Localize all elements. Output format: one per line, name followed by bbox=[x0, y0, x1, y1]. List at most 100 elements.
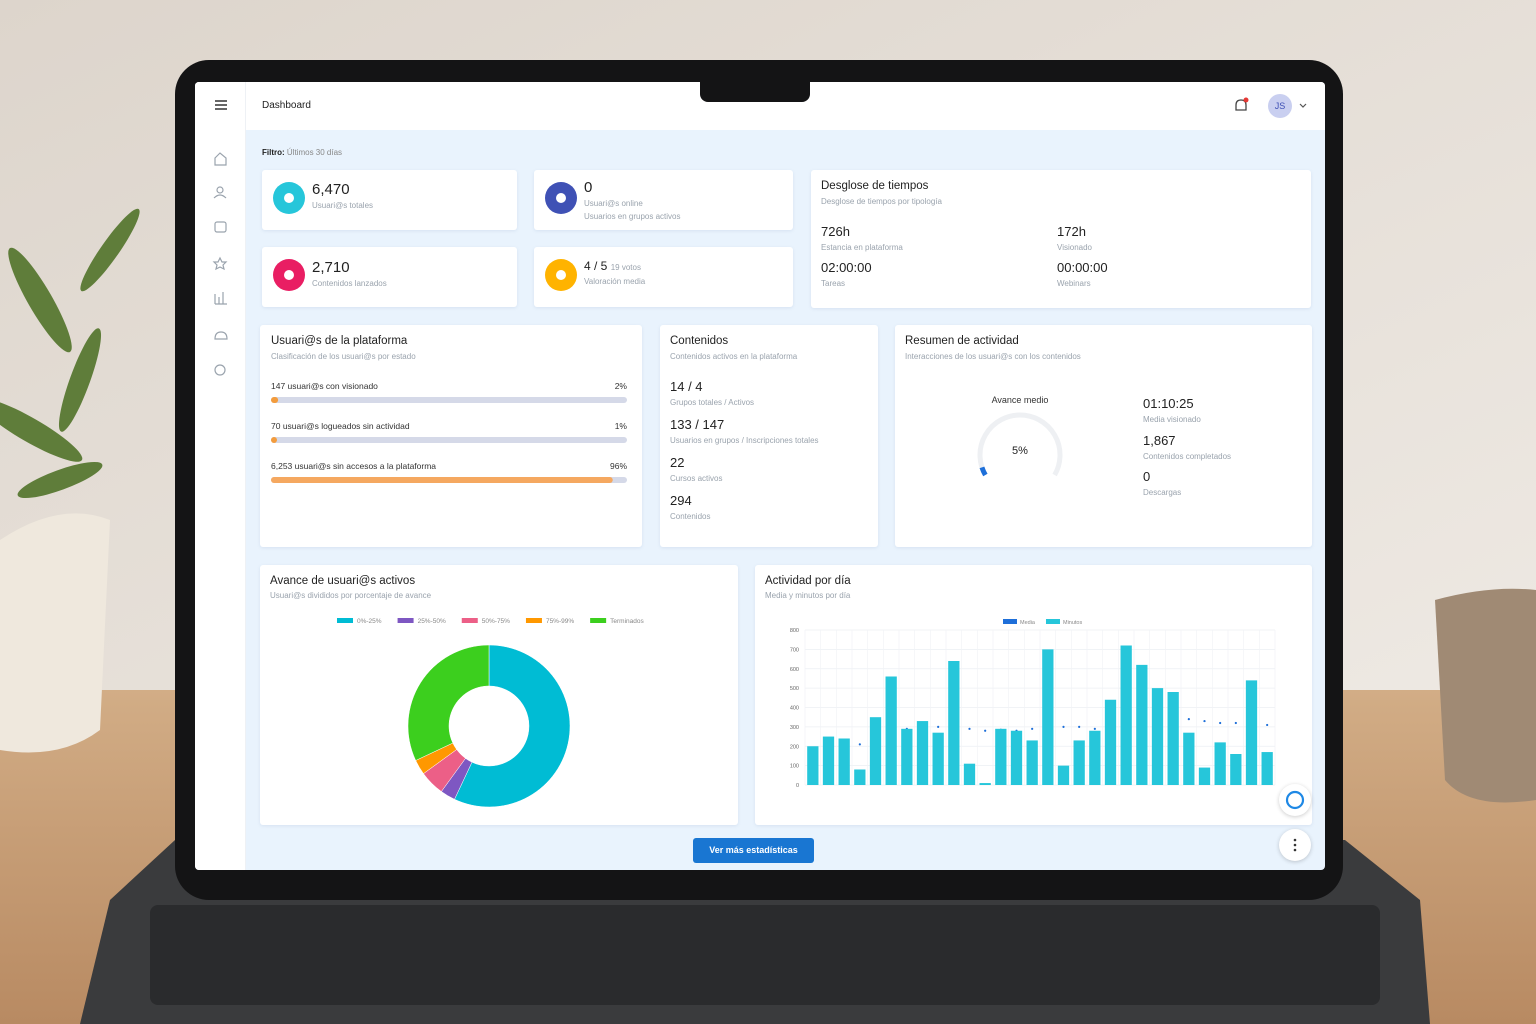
stat-icon bbox=[545, 259, 577, 291]
gauge-label: Avance medio bbox=[992, 395, 1049, 405]
menu-button[interactable] bbox=[209, 94, 233, 118]
stat-value: 2,710 bbox=[312, 259, 350, 276]
bar bbox=[1230, 754, 1242, 785]
card-subtitle: Desglose de tiempos por tipología bbox=[821, 197, 942, 206]
y-tick-label: 800 bbox=[790, 628, 799, 634]
rating: 4 / 5 bbox=[584, 259, 608, 273]
card-title: Desglose de tiempos bbox=[821, 180, 929, 192]
summary-label: Contenidos completados bbox=[1143, 452, 1232, 461]
filter-label: Filtro: bbox=[262, 148, 285, 157]
more-button[interactable] bbox=[1279, 829, 1311, 861]
bar bbox=[1057, 765, 1070, 785]
line-point bbox=[858, 743, 861, 746]
summary-label: Media visionado bbox=[1143, 415, 1201, 424]
gauge-value: 5% bbox=[1012, 445, 1028, 457]
legend-label: Media bbox=[1020, 620, 1036, 626]
content-value: 14 / 4 bbox=[670, 379, 703, 394]
progress-track bbox=[271, 437, 627, 443]
chart-subtitle: Usuari@s divididos por porcentaje de ava… bbox=[270, 591, 432, 600]
legend-swatch bbox=[1003, 619, 1017, 624]
stat-value: 0 bbox=[584, 179, 593, 196]
chart-svg: 0 100 200 300 400 500 600 700 800 Media Minutos bbox=[790, 619, 1276, 789]
bar bbox=[1214, 742, 1226, 785]
card-subtitle: Clasificación de los usuari@s por estado bbox=[271, 352, 416, 361]
avatar-dropdown[interactable] bbox=[1298, 102, 1308, 110]
card-subtitle: Contenidos activos en la plataforma bbox=[670, 352, 798, 361]
stat-label: Contenidos lanzados bbox=[312, 279, 387, 288]
bar bbox=[1104, 699, 1117, 785]
summary-value: 01:10:25 bbox=[1143, 396, 1194, 411]
time-breakdown-card: Desglose de tiempos Desglose de tiempos … bbox=[811, 170, 1311, 308]
legend-swatch bbox=[1045, 619, 1060, 624]
time-label: Webinars bbox=[1057, 279, 1091, 288]
legend-label: 25%-50% bbox=[418, 618, 446, 625]
row-label: 147 usuari@s con visionado bbox=[271, 381, 378, 391]
legend-label: 50%-75% bbox=[482, 618, 510, 625]
chart-svg: 147 usuari@s con visionado 2% 70 usuari@s … bbox=[271, 381, 628, 483]
legend-label: 0%-25% bbox=[357, 618, 382, 625]
summary-value: 1,867 bbox=[1143, 433, 1176, 448]
stat-value: 6,470 bbox=[312, 181, 350, 198]
stat-icon bbox=[545, 182, 577, 214]
bar bbox=[901, 728, 913, 785]
votes: 19 votos bbox=[610, 263, 641, 272]
bar bbox=[948, 661, 960, 785]
stat-sublabel: Usuarios en grupos activos bbox=[584, 212, 681, 221]
gauge-track bbox=[977, 412, 1063, 477]
legend-label: Minutos bbox=[1063, 620, 1083, 626]
bar bbox=[1245, 680, 1258, 785]
y-tick-label: 100 bbox=[790, 764, 799, 770]
sidebar-icons bbox=[212, 100, 228, 376]
bar bbox=[869, 717, 882, 785]
camera-notch bbox=[700, 82, 810, 102]
bar bbox=[1167, 692, 1179, 785]
legend-label: 75%-99% bbox=[546, 618, 574, 625]
bar bbox=[1010, 730, 1023, 785]
time-label: Estancia en plataforma bbox=[821, 243, 903, 252]
bar bbox=[854, 769, 866, 785]
users-card: Usuari@s de la plataforma Clasificación … bbox=[260, 325, 642, 547]
bar bbox=[1198, 767, 1211, 785]
bar bbox=[807, 746, 819, 785]
content-label: Contenidos bbox=[670, 512, 711, 521]
bar bbox=[1261, 752, 1273, 785]
card-title: Usuari@s de la plataforma bbox=[271, 335, 408, 347]
line-point bbox=[937, 725, 940, 728]
filter[interactable]: Filtro: Últimos 30 días bbox=[262, 148, 342, 157]
content-value: 133 / 147 bbox=[670, 417, 725, 432]
more-stats-button[interactable]: Ver más estadísticas bbox=[693, 838, 814, 863]
bar bbox=[1151, 688, 1164, 785]
progress-track bbox=[271, 397, 627, 403]
line-point bbox=[1203, 719, 1206, 723]
line-point bbox=[984, 729, 987, 732]
stat-label: Usuari@s totales bbox=[312, 201, 374, 210]
summary-value: 0 bbox=[1143, 469, 1151, 484]
bar-card: Actividad por día Media y minutos por dí… bbox=[755, 565, 1312, 825]
line-point bbox=[968, 727, 971, 730]
stat-card: 2,710 Contenidos lanzados bbox=[262, 247, 517, 307]
stat-icon bbox=[273, 259, 305, 291]
y-tick-label: 500 bbox=[790, 686, 799, 692]
sidebar bbox=[195, 82, 246, 870]
chart-svg: 0%-25% 25%-50% 50%-75% 75%-99% Terminados bbox=[337, 618, 644, 808]
line-point bbox=[1187, 718, 1190, 721]
bar bbox=[1089, 730, 1101, 785]
page-title: Dashboard bbox=[262, 100, 311, 111]
row-percent: 2% bbox=[615, 381, 628, 391]
contents-card: Contenidos Contenidos activos en la plat… bbox=[660, 325, 878, 547]
y-tick-label: 400 bbox=[790, 706, 799, 712]
legend-label: Terminados bbox=[610, 618, 644, 625]
bar bbox=[932, 732, 944, 785]
notification-bell[interactable] bbox=[1231, 96, 1251, 116]
bar bbox=[1136, 664, 1148, 785]
stat-label: Usuari@s online bbox=[584, 199, 643, 208]
stat-card: 0 Usuari@s online Usuarios en grupos act… bbox=[534, 170, 793, 230]
stat-card: 4 / 5 19 votos Valoración media bbox=[534, 247, 793, 307]
bar bbox=[838, 738, 850, 785]
y-tick-label: 600 bbox=[790, 667, 799, 673]
row-percent: 96% bbox=[610, 461, 627, 471]
avatar[interactable]: JS bbox=[1268, 94, 1292, 118]
line-point bbox=[1219, 721, 1222, 725]
chat-button[interactable] bbox=[1279, 784, 1311, 816]
content-label: Grupos totales / Activos bbox=[670, 398, 755, 407]
